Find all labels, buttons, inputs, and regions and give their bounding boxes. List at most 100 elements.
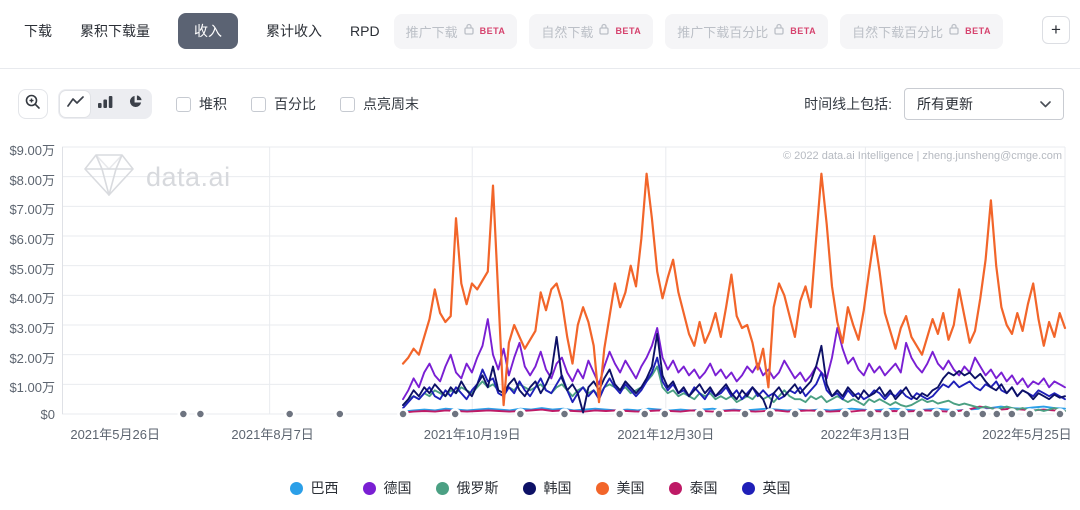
app-update-dot[interactable] (880, 408, 893, 420)
y-tick-6: $3.00万 (9, 321, 55, 336)
app-update-dot[interactable] (789, 408, 801, 420)
legend-item-巴西[interactable]: 巴西 (289, 478, 339, 498)
series-line-德国[interactable] (402, 318, 1066, 401)
legend-item-美国[interactable]: 美国 (595, 478, 645, 498)
tab-metric-4[interactable]: RPD (350, 23, 380, 39)
checkbox-box-icon[interactable] (176, 96, 191, 112)
x-tick-3: 2021年12月30日 (617, 427, 715, 442)
checkbox-box-icon[interactable] (340, 96, 355, 112)
lock-icon (774, 22, 784, 40)
app-update-dot[interactable] (739, 408, 751, 420)
checkbox-2[interactable]: 点亮周末 (340, 94, 419, 114)
app-update-dot[interactable] (864, 408, 877, 420)
app-update-dot[interactable] (713, 408, 725, 420)
add-metric-button[interactable]: + (1042, 16, 1070, 44)
y-tick-2: $7.00万 (9, 202, 55, 218)
app-update-dot[interactable] (814, 408, 827, 420)
series-line-英国[interactable] (402, 356, 1066, 410)
legend-dot-icon (362, 481, 376, 495)
app-update-dot[interactable] (177, 408, 190, 420)
y-tick-4: $5.00万 (9, 261, 55, 277)
tab-metric-0[interactable]: 下载 (24, 23, 52, 39)
legend-dot-icon (741, 481, 755, 495)
y-tick-8: $1.00万 (9, 380, 55, 396)
app-update-dot[interactable] (930, 408, 943, 420)
tab-beta-metric-0[interactable]: 推广下载 BETA (393, 13, 518, 49)
app-update-dot[interactable] (913, 408, 926, 420)
app-update-dot[interactable] (991, 408, 1003, 420)
x-tick-5: 2022年5月25日 (982, 427, 1072, 442)
tab-beta-metric-3[interactable]: 自然下载百分比 BETA (840, 13, 1003, 49)
app-update-dot[interactable] (1006, 408, 1018, 420)
timeline-filter-select[interactable]: 所有更新 (904, 88, 1064, 120)
app-update-dot[interactable] (283, 408, 296, 420)
tab-metric-2[interactable]: 收入 (178, 13, 238, 49)
tab-metric-1[interactable]: 累积下载量 (80, 23, 150, 39)
app-update-dot[interactable] (896, 408, 909, 420)
legend-dot-icon (595, 481, 609, 495)
series-line-韩国[interactable] (402, 332, 1066, 414)
tab-beta-metric-1[interactable]: 自然下载 BETA (529, 13, 654, 49)
zoom-in-button[interactable] (18, 89, 48, 119)
checkbox-1[interactable]: 百分比 (251, 94, 316, 114)
app-update-dot[interactable] (839, 408, 852, 420)
series-line-俄罗斯[interactable] (402, 365, 1066, 412)
app-update-dot[interactable] (946, 408, 959, 420)
app-update-dot[interactable] (960, 408, 973, 420)
chart-toolbar: 堆积 百分比 点亮周末 (18, 88, 419, 120)
app-update-dot[interactable] (397, 408, 409, 420)
app-update-dot[interactable] (194, 408, 207, 420)
app-update-dot[interactable] (1024, 408, 1036, 420)
legend-item-泰国[interactable]: 泰国 (668, 478, 718, 498)
chevron-down-icon (1040, 95, 1051, 113)
app-update-dot[interactable] (514, 408, 527, 420)
lock-icon (463, 22, 474, 40)
legend-item-俄罗斯[interactable]: 俄罗斯 (435, 478, 499, 498)
legend-label: 美国 (616, 480, 645, 496)
legend-label: 德国 (383, 480, 412, 496)
app-update-dot[interactable] (449, 408, 461, 420)
app-update-dot[interactable] (694, 408, 706, 420)
checkbox-label: 点亮周末 (363, 96, 419, 112)
tab-beta-metric-2[interactable]: 推广下载百分比 BETA (665, 13, 829, 49)
x-tick-4: 2022年3月13日 (820, 427, 911, 442)
y-tick-7: $2.00万 (9, 350, 55, 366)
x-tick-1: 2021年8月7日 (231, 427, 314, 442)
chart-legend: 巴西 德国 俄罗斯 韩国 美国 泰国 英国 (0, 478, 1080, 498)
app-update-dot[interactable] (613, 408, 626, 420)
beta-badge: BETA (479, 26, 506, 36)
legend-item-英国[interactable]: 英国 (741, 478, 791, 498)
line-chart-plot[interactable] (62, 146, 1067, 420)
chart-option-checkboxes: 堆积 百分比 点亮周末 (176, 94, 419, 114)
y-tick-5: $4.00万 (9, 291, 55, 307)
tab-metric-3[interactable]: 累计收入 (266, 23, 322, 39)
chart-type-toggle (58, 89, 152, 119)
app-update-dot[interactable] (638, 408, 651, 420)
y-tick-1: $8.00万 (9, 172, 55, 188)
legend-label: 韩国 (543, 480, 572, 496)
timeline-filter-value: 所有更新 (917, 96, 973, 112)
app-update-dot[interactable] (1054, 408, 1066, 420)
beta-badge: BETA (615, 26, 642, 36)
app-update-dot[interactable] (558, 408, 571, 420)
line-chart-icon (66, 95, 84, 114)
legend-dot-icon (289, 481, 303, 495)
legend-item-德国[interactable]: 德国 (362, 478, 412, 498)
checkbox-box-icon[interactable] (251, 96, 266, 112)
pie-chart-toggle[interactable] (120, 91, 150, 117)
y-tick-3: $6.00万 (9, 232, 55, 247)
app-update-dot[interactable] (334, 408, 346, 420)
bar-chart-toggle[interactable] (90, 91, 120, 117)
app-update-dot[interactable] (977, 408, 989, 420)
app-update-dot[interactable] (764, 408, 776, 420)
timeline-filter: 时间线上包括: 所有更新 (804, 88, 1064, 120)
legend-item-韩国[interactable]: 韩国 (522, 478, 572, 498)
app-update-dot[interactable] (659, 408, 671, 420)
timeline-filter-label: 时间线上包括: (804, 96, 892, 112)
line-chart-toggle[interactable] (60, 91, 90, 117)
checkbox-0[interactable]: 堆积 (176, 94, 227, 114)
legend-label: 英国 (762, 480, 791, 496)
checkbox-label: 百分比 (274, 96, 316, 112)
y-tick-9: $0 (40, 407, 55, 422)
series-line-美国[interactable] (401, 172, 1067, 407)
